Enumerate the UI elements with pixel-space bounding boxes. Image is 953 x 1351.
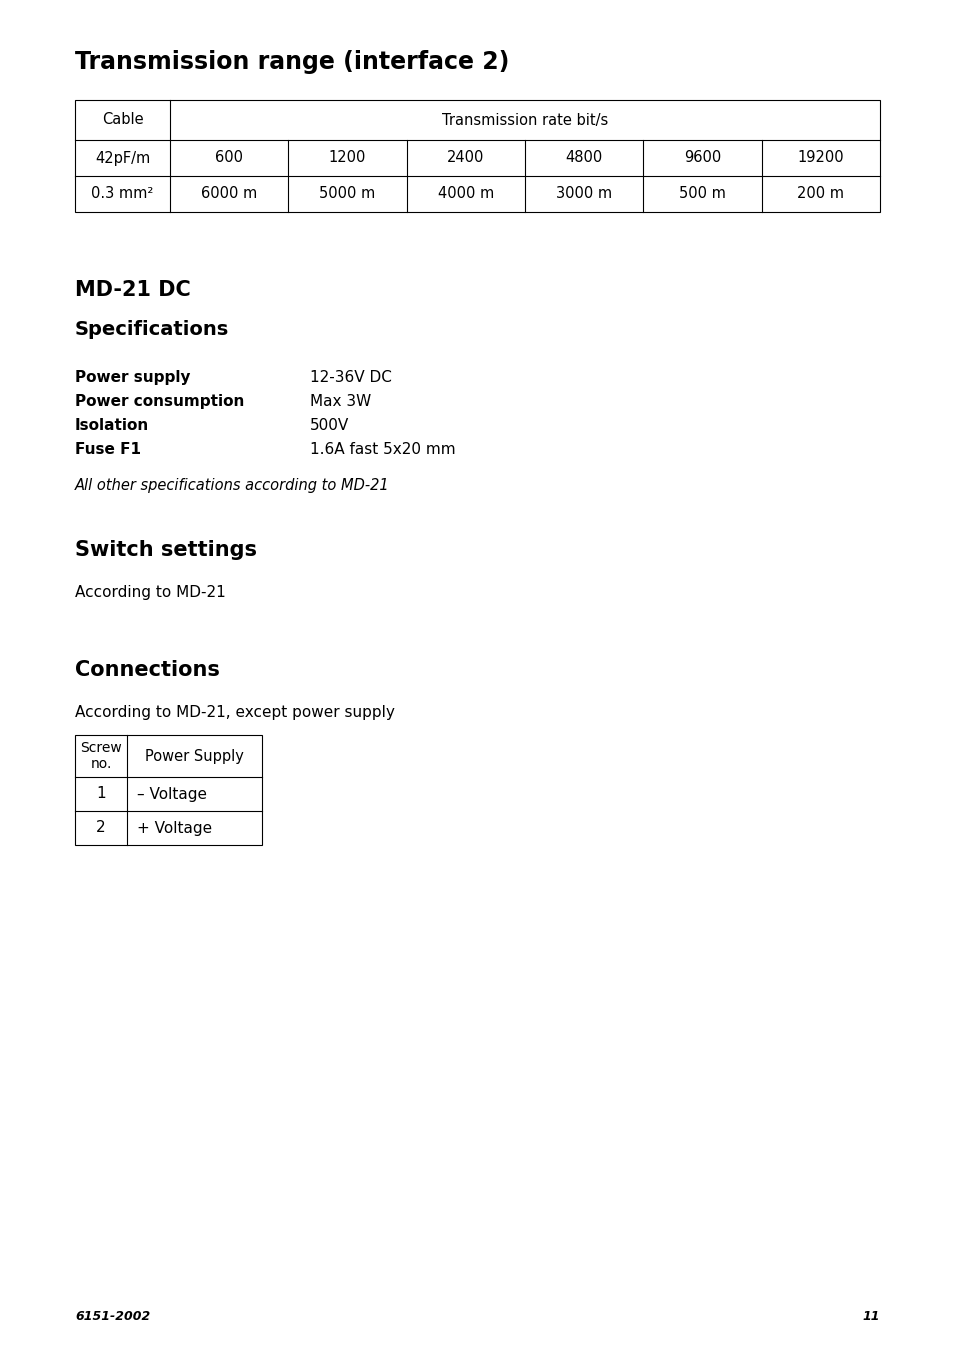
Text: 6151-2002: 6151-2002 bbox=[75, 1310, 150, 1323]
Bar bbox=[75, 100, 879, 212]
Text: 9600: 9600 bbox=[683, 150, 720, 166]
Text: 6000 m: 6000 m bbox=[201, 186, 257, 201]
Text: Power consumption: Power consumption bbox=[75, 394, 244, 409]
Text: MD-21 DC: MD-21 DC bbox=[75, 280, 191, 300]
Text: 19200: 19200 bbox=[797, 150, 843, 166]
Text: 11: 11 bbox=[862, 1310, 879, 1323]
Text: Fuse F1: Fuse F1 bbox=[75, 442, 141, 457]
Text: Isolation: Isolation bbox=[75, 417, 149, 434]
Text: Screw
no.: Screw no. bbox=[80, 740, 122, 771]
Text: 500 m: 500 m bbox=[679, 186, 725, 201]
Text: Power supply: Power supply bbox=[75, 370, 191, 385]
Text: Power Supply: Power Supply bbox=[145, 748, 244, 763]
Text: – Voltage: – Voltage bbox=[137, 786, 207, 801]
Text: Max 3W: Max 3W bbox=[310, 394, 371, 409]
Text: 0.3 mm²: 0.3 mm² bbox=[91, 186, 153, 201]
Text: All other specifications according to MD-21: All other specifications according to MD… bbox=[75, 478, 389, 493]
Text: 2: 2 bbox=[96, 820, 106, 835]
Text: 2400: 2400 bbox=[447, 150, 484, 166]
Text: 4000 m: 4000 m bbox=[437, 186, 494, 201]
Text: According to MD-21, except power supply: According to MD-21, except power supply bbox=[75, 705, 395, 720]
Text: 200 m: 200 m bbox=[797, 186, 843, 201]
Text: According to MD-21: According to MD-21 bbox=[75, 585, 226, 600]
Text: Transmission rate bit/s: Transmission rate bit/s bbox=[441, 112, 607, 127]
Text: 600: 600 bbox=[215, 150, 243, 166]
Text: 1.6A fast 5x20 mm: 1.6A fast 5x20 mm bbox=[310, 442, 456, 457]
Text: Specifications: Specifications bbox=[75, 320, 229, 339]
Text: 5000 m: 5000 m bbox=[319, 186, 375, 201]
Text: Switch settings: Switch settings bbox=[75, 540, 256, 561]
Text: 42pF/m: 42pF/m bbox=[94, 150, 150, 166]
Text: Transmission range (interface 2): Transmission range (interface 2) bbox=[75, 50, 509, 74]
Text: Connections: Connections bbox=[75, 661, 219, 680]
Text: 1200: 1200 bbox=[329, 150, 366, 166]
Bar bbox=[75, 735, 262, 844]
Text: 500V: 500V bbox=[310, 417, 349, 434]
Text: + Voltage: + Voltage bbox=[137, 820, 212, 835]
Text: 1: 1 bbox=[96, 786, 106, 801]
Text: Cable: Cable bbox=[102, 112, 143, 127]
Text: 3000 m: 3000 m bbox=[556, 186, 612, 201]
Text: 12-36V DC: 12-36V DC bbox=[310, 370, 392, 385]
Text: 4800: 4800 bbox=[565, 150, 602, 166]
